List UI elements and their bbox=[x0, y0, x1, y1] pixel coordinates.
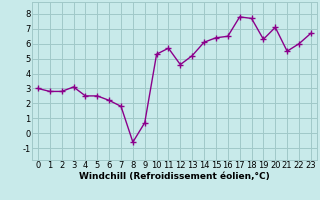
X-axis label: Windchill (Refroidissement éolien,°C): Windchill (Refroidissement éolien,°C) bbox=[79, 172, 270, 181]
